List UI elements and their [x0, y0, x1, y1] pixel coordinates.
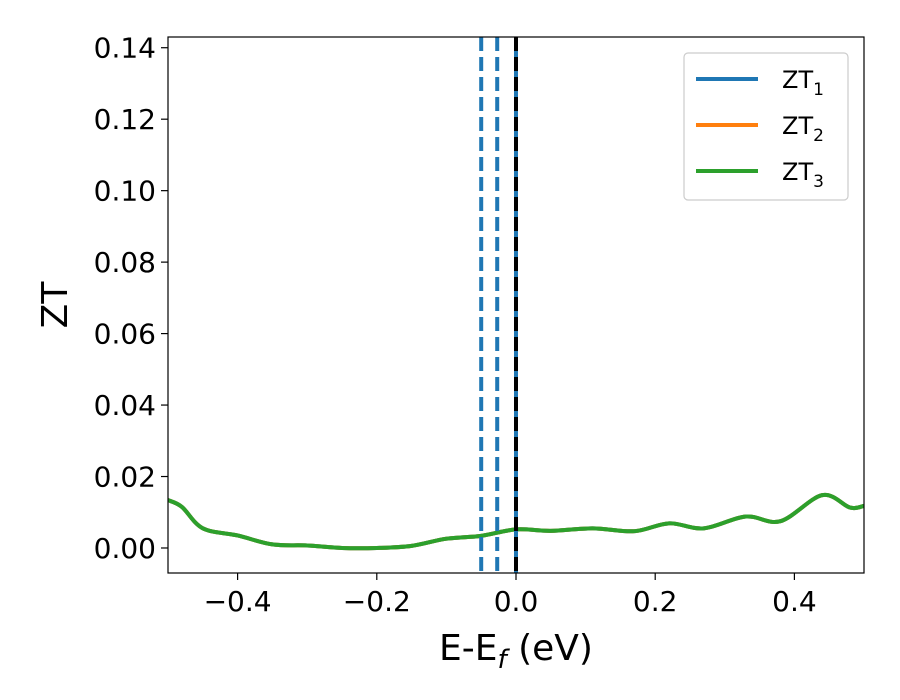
legend-label: ZT1 — [782, 66, 824, 100]
x-tick-label: 0.2 — [633, 585, 678, 618]
x-tick-label: −0.4 — [204, 585, 272, 618]
y-tick-label: 0.14 — [94, 32, 156, 65]
y-tick-label: 0.12 — [94, 103, 156, 136]
x-tick-label: −0.2 — [343, 585, 411, 618]
legend-box — [683, 52, 849, 201]
x-axis-title: E-Ef (eV) — [439, 628, 593, 675]
y-tick-label: 0.04 — [94, 389, 156, 422]
y-tick-label: 0.06 — [94, 318, 156, 351]
legend-label: ZT2 — [782, 112, 824, 146]
x-tick-label: 0.0 — [494, 585, 539, 618]
y-axis-ticks: 0.00 0.02 0.04 0.06 0.08 0.10 0.12 0.14 — [94, 32, 168, 565]
y-tick-label: 0.08 — [94, 246, 156, 279]
plot-area — [167, 36, 865, 574]
legend: ZT1 ZT2 ZT3 — [683, 52, 849, 201]
y-tick-label: 0.02 — [94, 461, 156, 494]
series-line-zt3 — [168, 492, 864, 551]
x-axis-ticks: −0.4 −0.2 0.0 0.2 0.4 — [204, 573, 817, 618]
x-tick-label: 0.4 — [772, 585, 817, 618]
y-axis-title: ZT — [35, 281, 76, 329]
y-tick-label: 0.00 — [94, 532, 156, 565]
y-tick-label: 0.10 — [94, 175, 156, 208]
legend-label: ZT3 — [782, 158, 824, 192]
series-lines — [168, 492, 864, 551]
